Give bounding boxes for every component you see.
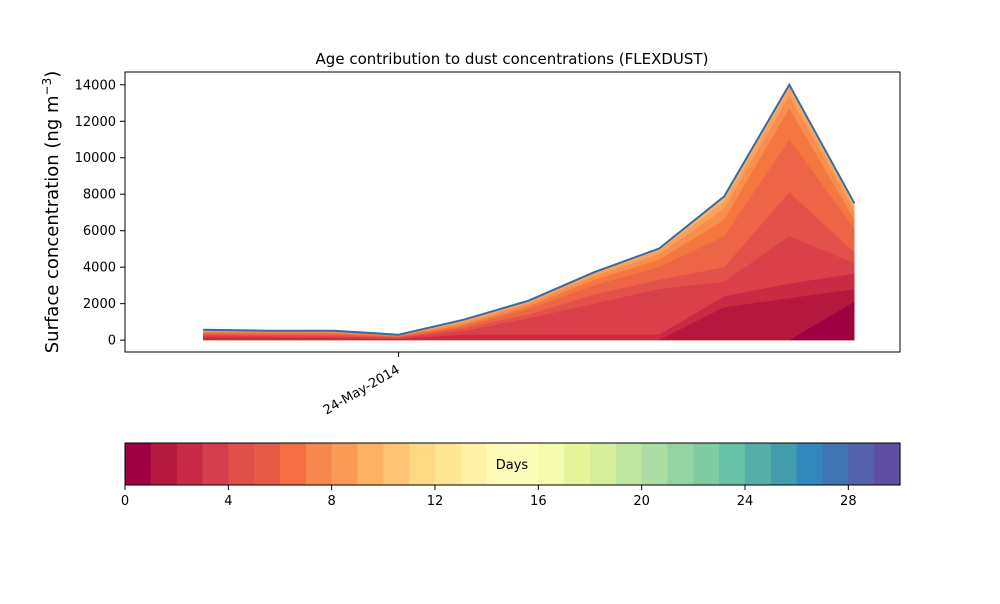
- colorbar-cell: [693, 443, 720, 485]
- colorbar-cell: [383, 443, 410, 485]
- colorbar-tick-label: 20: [633, 494, 650, 509]
- colorbar-cell: [254, 443, 281, 485]
- colorbar-cell: [848, 443, 875, 485]
- total-concentration-line: [203, 82, 856, 336]
- y-axis-label: Surface concentration (ng m−3): [40, 71, 63, 354]
- y-tick-label: 14000: [75, 78, 116, 93]
- chart-title: Age contribution to dust concentrations …: [316, 50, 709, 68]
- colorbar-cell: [125, 443, 152, 485]
- colorbar-tick-label: 8: [328, 494, 336, 509]
- colorbar-frame: [124, 442, 901, 486]
- colorbar-tick-label: 4: [224, 494, 232, 509]
- colorbar-tick-label: 12: [427, 494, 444, 509]
- colorbar-cell: [202, 443, 229, 485]
- y-axis-label-close: ): [42, 71, 63, 78]
- colorbar-cell: [357, 443, 384, 485]
- y-tick-label: 6000: [83, 224, 116, 239]
- y-axis-ticks: 0 2000 4000 6000 8000 10000 12000 14000: [75, 78, 125, 349]
- y-axis-label-superscript: −3: [40, 78, 54, 96]
- colorbar-cell: [745, 443, 772, 485]
- colorbar-cell: [305, 443, 333, 485]
- y-tick-label: 12000: [75, 115, 116, 130]
- colorbar: [125, 443, 901, 485]
- colorbar-cell: [564, 443, 591, 485]
- colorbar-cell: [667, 443, 694, 485]
- colorbar-cell: [512, 443, 539, 485]
- colorbar-cell: [615, 443, 643, 485]
- colorbar-cell: [280, 443, 307, 485]
- colorbar-cell: [460, 443, 488, 485]
- x-tick-label: 24-May-2014: [321, 362, 403, 418]
- colorbar-cell: [176, 443, 204, 485]
- y-tick-label: 8000: [83, 188, 116, 203]
- y-tick-label: 4000: [83, 261, 116, 276]
- stacked-area-layers: [203, 84, 855, 341]
- colorbar-cell: [796, 443, 824, 485]
- area-layer-2: [203, 273, 855, 341]
- colorbar-cell: [770, 443, 798, 485]
- y-tick-label: 10000: [75, 151, 116, 166]
- colorbar-cell: [874, 443, 901, 485]
- colorbar-cell: [486, 443, 514, 485]
- area-layer-1: [203, 289, 855, 341]
- y-tick-label: 2000: [83, 297, 116, 312]
- colorbar-tick-label: 28: [840, 494, 857, 509]
- colorbar-tick-label: 0: [121, 494, 129, 509]
- colorbar-cell: [641, 443, 669, 485]
- colorbar-cell: [538, 443, 565, 485]
- area-layer-3: [203, 236, 855, 341]
- colorbar-cell: [150, 443, 178, 485]
- colorbar-cell: [331, 443, 359, 485]
- colorbar-cell: [228, 443, 255, 485]
- y-tick-label: 0: [108, 334, 116, 349]
- colorbar-cell: [822, 443, 849, 485]
- colorbar-cell: [435, 443, 462, 485]
- colorbar-tick-label: 24: [737, 494, 754, 509]
- colorbar-cell: [409, 443, 436, 485]
- colorbar-cell: [590, 443, 617, 485]
- x-axis-ticks: 24-May-2014: [321, 352, 403, 418]
- plot-frame: [124, 71, 901, 353]
- colorbar-cell: [719, 443, 746, 485]
- colorbar-tick-label: 16: [530, 494, 547, 509]
- colorbar-ticks: 0 4 8 12 16 20 24 28: [121, 485, 857, 509]
- colorbar-label: Days: [496, 458, 529, 473]
